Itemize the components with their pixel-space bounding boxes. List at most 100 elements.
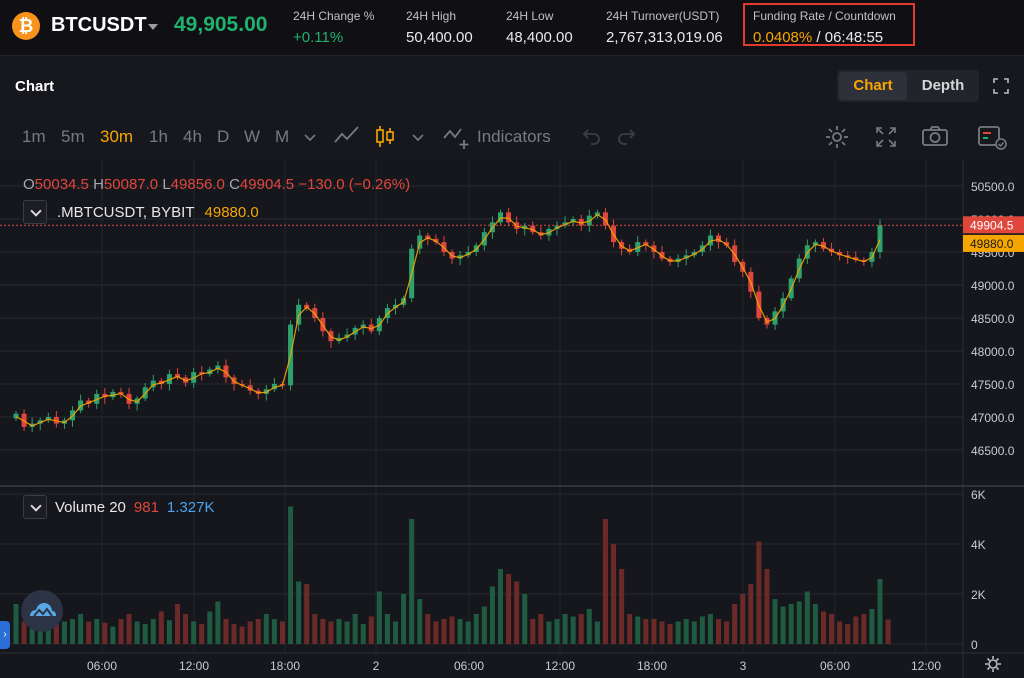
indicators-icon[interactable]: [442, 124, 472, 150]
volume-bar: [126, 614, 132, 644]
price-chart-svg[interactable]: 50500.050000.049500.049000.048500.048000…: [0, 160, 1024, 678]
candle-body: [837, 252, 843, 256]
volume-bar: [683, 619, 689, 644]
axis-settings-gear-icon[interactable]: [985, 656, 1001, 672]
redo-icon[interactable]: [615, 127, 637, 145]
chevron-down-icon[interactable]: [303, 132, 317, 142]
price-axis-tick-label: 48000.0: [971, 345, 1015, 359]
volume-bar: [215, 601, 221, 644]
price-axis-tick-label: 48500.0: [971, 312, 1015, 326]
volume-bar: [602, 519, 608, 644]
undo-icon[interactable]: [581, 127, 603, 145]
interval-m[interactable]: M: [275, 127, 290, 146]
gear-icon-teeth: [985, 656, 1001, 672]
volume-bar: [796, 601, 802, 644]
chevron-down-icon[interactable]: [411, 132, 425, 142]
logo-mark-icon: [30, 603, 56, 617]
tab-chart[interactable]: Chart: [839, 72, 907, 100]
interval-30m[interactable]: 30m: [100, 127, 134, 146]
candle-body: [53, 417, 59, 424]
candlestick-icon[interactable]: [374, 124, 396, 150]
collapse-toggle[interactable]: [23, 200, 47, 224]
time-axis-tick-label: 2: [373, 659, 380, 673]
symbol-selector[interactable]: BTCUSDT: [51, 14, 147, 36]
open-value: 50034.5: [34, 176, 89, 193]
time-axis-tick-label: 12:00: [911, 659, 941, 673]
close-key: C: [229, 176, 240, 193]
tab-depth[interactable]: Depth: [921, 77, 965, 94]
high-value: 50087.0: [103, 176, 159, 193]
indicators-button[interactable]: Indicators: [477, 127, 551, 146]
chevron-down-icon[interactable]: [148, 24, 158, 30]
line-chart-icon[interactable]: [333, 124, 361, 146]
mark-price-line: [15, 213, 881, 427]
candle-body: [554, 225, 560, 229]
interval-4h[interactable]: 4h: [183, 127, 202, 146]
candle-body: [675, 258, 681, 262]
candle-body: [425, 235, 431, 239]
candle-body: [336, 337, 342, 342]
volume-bar: [619, 569, 625, 644]
ohlc-legend: O50034.5 H50087.0 L49856.0 C49904.5 −130…: [23, 176, 410, 193]
volume-bar: [150, 619, 156, 644]
candle-body: [716, 235, 722, 243]
change-value: −130.0 (−0.26%): [298, 176, 411, 193]
volume-bar: [336, 619, 342, 644]
gear-icon[interactable]: [824, 124, 850, 150]
price-axis-tick-label: 46500.0: [971, 444, 1015, 458]
volume-bar: [562, 614, 568, 644]
side-panel-toggle[interactable]: ›: [0, 621, 10, 649]
expand-icon[interactable]: [874, 125, 898, 149]
interval-d[interactable]: D: [217, 127, 230, 146]
stat-label: 24H High: [406, 9, 457, 23]
volume-bar: [183, 614, 189, 644]
fullscreen-icon[interactable]: [993, 78, 1009, 94]
volume-bar: [263, 614, 269, 644]
candle-body: [812, 242, 818, 246]
interval-1m[interactable]: 1m: [22, 127, 46, 146]
funding-rate: 0.0408%: [753, 29, 813, 46]
volume-bar: [288, 506, 294, 644]
ticker-header: ₿ BTCUSDT 49,905.00 24H Change % +0.11% …: [0, 0, 1024, 56]
candle-body: [271, 384, 277, 390]
candle-body: [433, 238, 439, 243]
chart-area[interactable]: 50500.050000.049500.049000.048500.048000…: [0, 160, 1024, 678]
volume-bar: [885, 619, 891, 644]
chart-panel-header: Chart Chart Depth: [0, 57, 1024, 111]
stat-24h-low: 24H Low 48,400.00: [506, 9, 573, 46]
volume-bar: [820, 611, 826, 644]
stat-value: +0.11%: [293, 29, 344, 46]
volume-bar: [732, 604, 738, 644]
candle-body: [360, 324, 366, 328]
volume-bar: [21, 621, 27, 644]
price-pane[interactable]: [0, 160, 963, 485]
interval-5m[interactable]: 5m: [61, 127, 85, 146]
volume-bar: [191, 621, 197, 644]
layout-settings-icon[interactable]: [977, 124, 1009, 150]
camera-icon[interactable]: [921, 125, 949, 147]
volume-axis-tick-label: 0: [971, 638, 978, 652]
low-key: L: [162, 176, 171, 193]
candle-body: [570, 219, 576, 223]
open-key: O: [23, 176, 35, 193]
collapse-toggle[interactable]: [23, 495, 47, 519]
candle-body: [853, 257, 859, 260]
volume-bar: [368, 616, 374, 644]
candle-body: [102, 393, 108, 398]
volume-bar: [853, 616, 859, 644]
volume-bar: [643, 619, 649, 644]
candle-body: [845, 255, 851, 258]
interval-w[interactable]: W: [244, 127, 261, 146]
volume-bar: [651, 619, 657, 644]
price-axis-tick-label: 47500.0: [971, 378, 1015, 392]
time-axis-tick-label: 18:00: [270, 659, 300, 673]
volume-bar: [748, 584, 754, 644]
stat-24h-high: 24H High 50,400.00: [406, 9, 473, 46]
volume-bar: [247, 621, 253, 644]
volume-bar: [13, 604, 19, 644]
interval-1h[interactable]: 1h: [149, 127, 168, 146]
overlay-name: .MBTCUSDT, BYBIT: [57, 203, 195, 221]
stat-label: 24H Change %: [293, 9, 375, 23]
volume-bar: [417, 599, 423, 644]
